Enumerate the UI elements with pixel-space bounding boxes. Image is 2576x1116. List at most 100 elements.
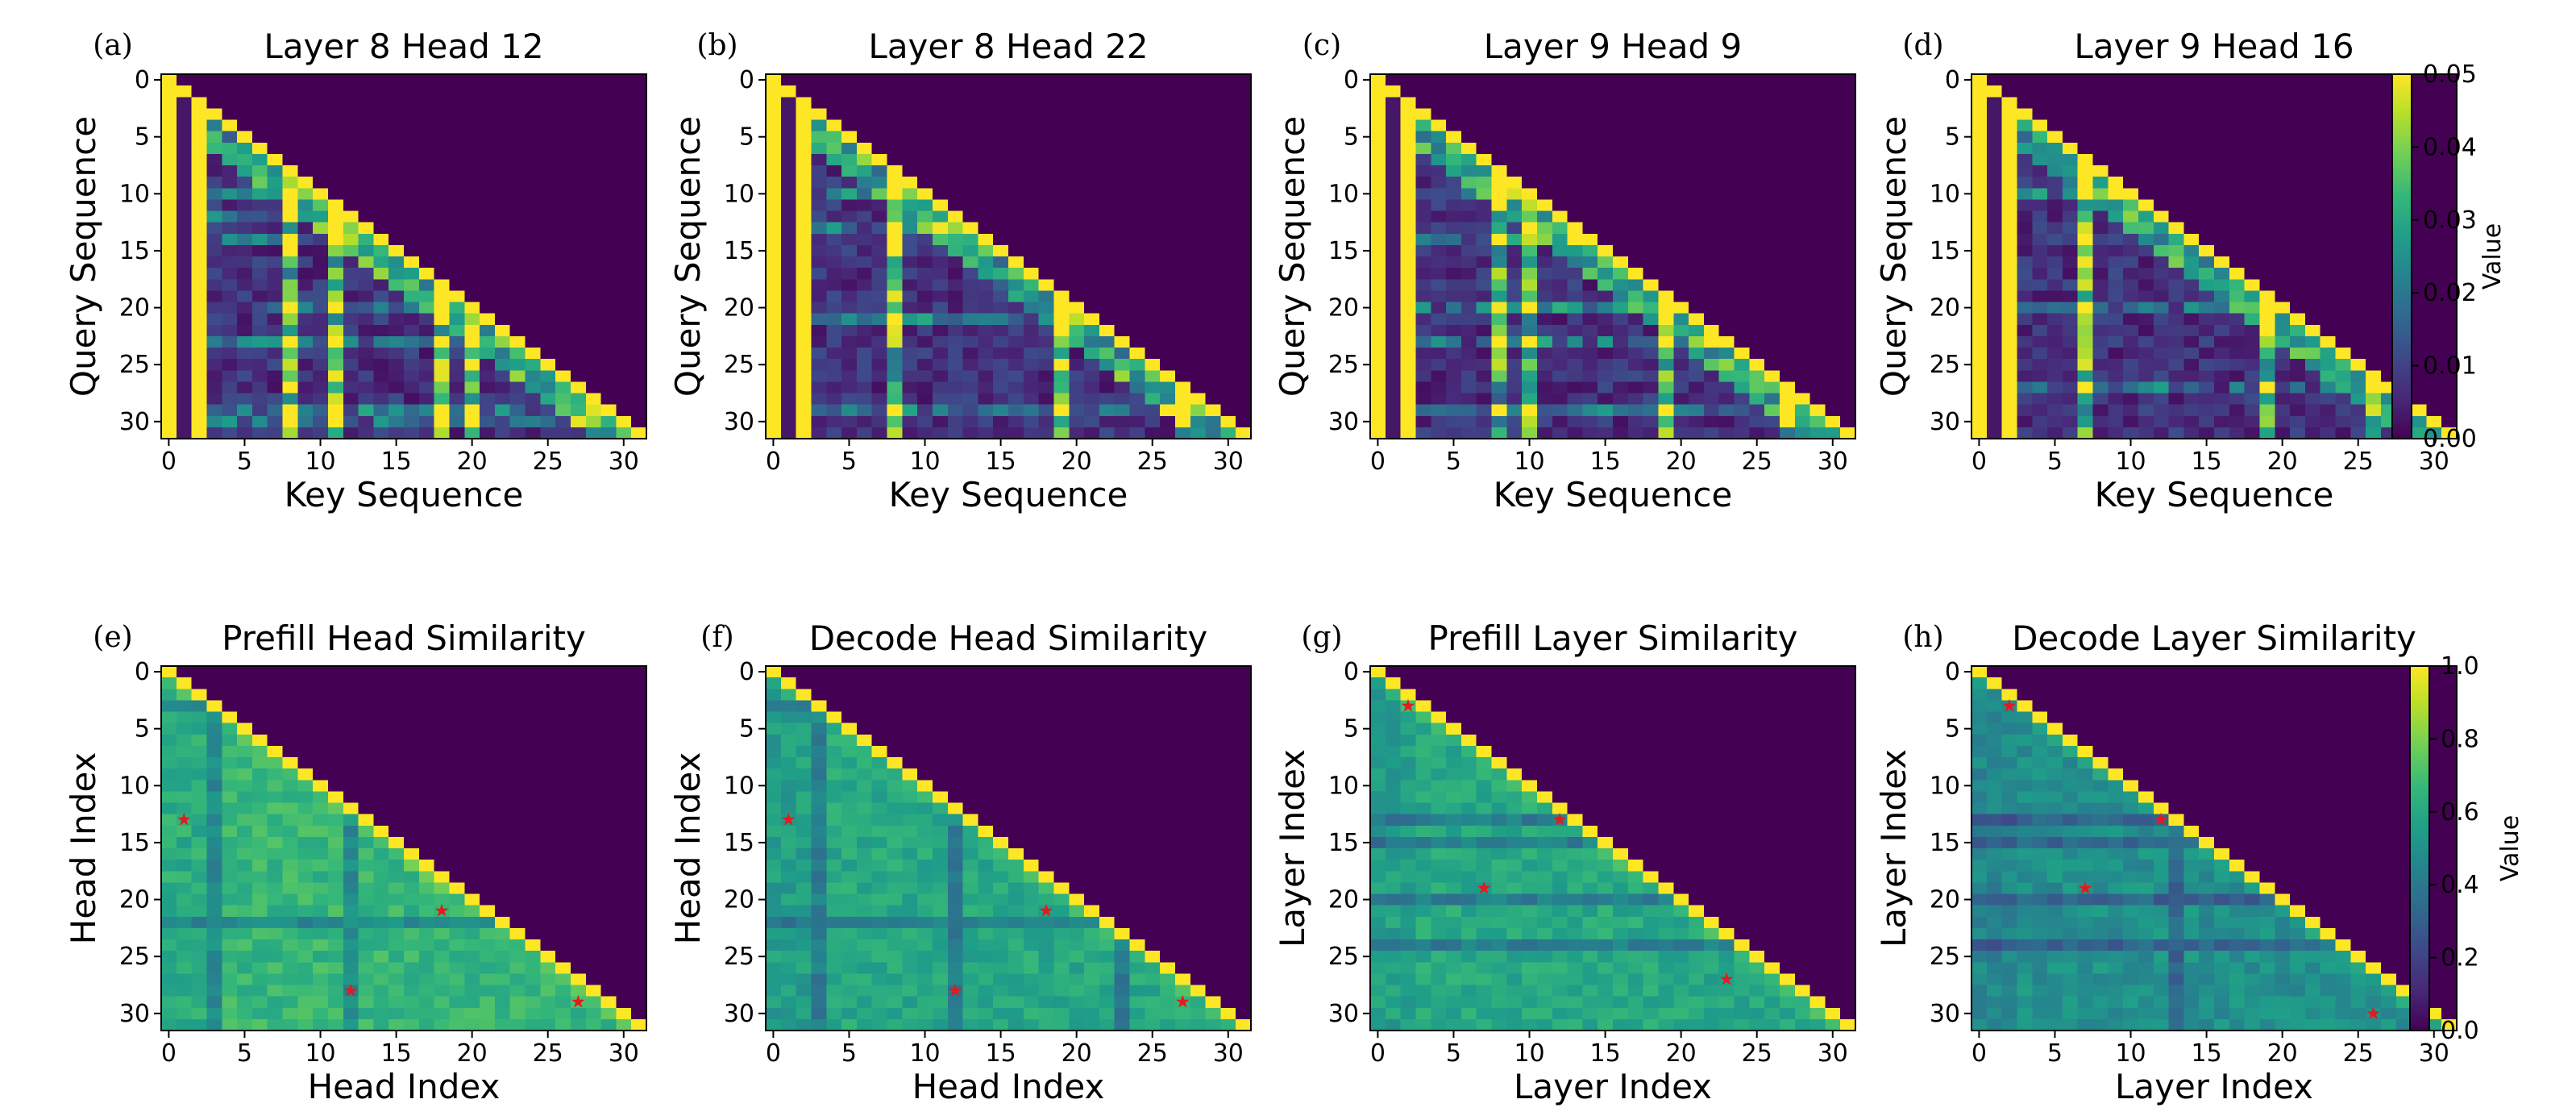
heatmap-cell [1023,302,1040,314]
heatmap-cell [2350,131,2366,144]
heatmap-cell [2032,381,2048,394]
heatmap-cell [313,290,329,303]
heatmap-cell [251,142,268,155]
heatmap-cell [1703,268,1720,280]
heatmap-cell [1385,370,1402,382]
heatmap-cell [1522,97,1538,109]
heatmap-cell [1099,381,1116,394]
heatmap-cell [327,302,344,314]
heatmap-cell [616,131,632,144]
heatmap-cell [404,916,420,929]
heatmap-cell [251,757,268,769]
heatmap-cell [1718,85,1735,98]
heatmap-cell [1567,108,1583,121]
heatmap-cell [1129,131,1145,144]
heatmap-cell [631,848,647,860]
heatmap-cell [1069,279,1085,291]
heatmap-cell [917,142,933,155]
heatmap-cell [585,791,602,804]
heatmap-cell [1370,313,1386,326]
heatmap-cell [176,370,193,382]
heatmap-cell [2092,302,2109,314]
heatmap-cell [1476,222,1493,235]
heatmap-cell [525,244,541,257]
heatmap-cell [585,119,602,132]
heatmap-cell [1506,268,1523,280]
heatmap-cell [1734,279,1750,291]
heatmap-cell [841,404,858,417]
heatmap-cell [1794,222,1811,235]
heatmap-cell [388,734,405,747]
heatmap-cell [388,677,405,689]
heatmap-cell [1491,370,1507,382]
heatmap-cell [1552,131,1568,144]
heatmap-cell [434,74,451,86]
heatmap-cell [887,256,903,269]
heatmap-cell [525,905,541,918]
x-tick-label: 5 [2047,448,2063,476]
heatmap-cell [1986,268,2003,280]
heatmap-cell [480,131,496,144]
heatmap-cell [1779,97,1796,109]
heatmap-cell [297,745,314,758]
heatmap-cell [2320,335,2337,348]
heatmap-cell [267,313,284,326]
heatmap-cell [2259,108,2275,121]
heatmap-cell [1779,256,1796,269]
heatmap-cell [2017,415,2033,428]
heatmap-cell [841,370,858,382]
heatmap-cell [251,119,268,132]
heatmap-cell [2304,279,2321,291]
heatmap-cell [1446,279,1462,291]
heatmap-cell [2244,427,2261,439]
heatmap-cell [1703,359,1720,371]
heatmap-cell [161,177,177,189]
heatmap-cell [780,370,797,382]
heatmap-cell [2092,335,2109,348]
heatmap-cell [282,256,298,269]
heatmap-cell [1385,142,1402,155]
heatmap-cell [449,734,465,747]
heatmap-cell [2244,381,2261,394]
heatmap-cell [962,222,978,235]
heatmap-cell [616,210,632,223]
heatmap-cell [600,381,617,394]
heatmap-cell [1613,427,1629,439]
heatmap-cell [1522,85,1538,98]
heatmap-cell [871,268,888,280]
heatmap-cell [1598,244,1614,257]
heatmap-cell [1598,119,1614,132]
heatmap-cell [1643,348,1660,360]
heatmap-cell [947,335,964,348]
heatmap-cell [237,290,253,303]
heatmap-cell [887,324,903,337]
heatmap-cell [2017,370,2033,382]
heatmap-cell [267,359,284,371]
y-axis-label: Query Sequence [668,116,708,397]
heatmap-cell [1794,119,1811,132]
heatmap-cell [826,153,842,166]
heatmap-cell [2183,210,2200,223]
heatmap-cell [282,165,298,177]
heatmap-cell [191,359,208,371]
heatmap-cell [176,335,193,348]
heatmap-cell [1415,415,1431,428]
heatmap-cell [2214,210,2230,223]
heatmap-cell [388,131,405,144]
heatmap-cell [327,711,344,724]
heatmap-cell [1370,97,1386,109]
x-tick-label: 20 [1062,448,1092,476]
heatmap-cell [1460,119,1477,132]
heatmap-cell [947,302,964,314]
heatmap-cell [343,700,359,713]
heatmap-cell [600,74,617,86]
heatmap-cell [2108,188,2124,200]
heatmap-cell [2168,119,2184,132]
heatmap-cell [1536,119,1553,132]
heatmap-cell [780,381,797,394]
heatmap-cell [2350,381,2366,394]
heatmap-cell [2350,97,2366,109]
heatmap-cell [251,279,268,291]
heatmap-cell [313,905,329,918]
heatmap-cell [1114,313,1131,326]
